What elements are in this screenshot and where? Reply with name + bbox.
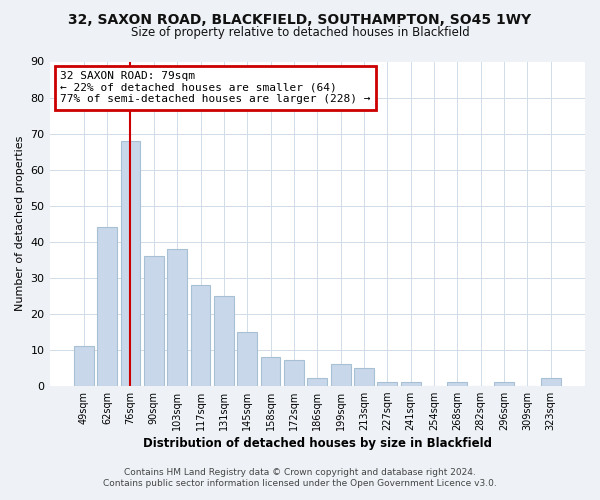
Bar — [260, 357, 280, 386]
Bar — [191, 285, 211, 386]
Bar — [74, 346, 94, 386]
Bar — [541, 378, 560, 386]
Text: 32, SAXON ROAD, BLACKFIELD, SOUTHAMPTON, SO45 1WY: 32, SAXON ROAD, BLACKFIELD, SOUTHAMPTON,… — [68, 12, 532, 26]
Text: Size of property relative to detached houses in Blackfield: Size of property relative to detached ho… — [131, 26, 469, 39]
Bar — [331, 364, 350, 386]
Bar — [377, 382, 397, 386]
Bar — [448, 382, 467, 386]
Bar — [494, 382, 514, 386]
Text: Contains HM Land Registry data © Crown copyright and database right 2024.
Contai: Contains HM Land Registry data © Crown c… — [103, 468, 497, 487]
Y-axis label: Number of detached properties: Number of detached properties — [15, 136, 25, 312]
Bar — [354, 368, 374, 386]
X-axis label: Distribution of detached houses by size in Blackfield: Distribution of detached houses by size … — [143, 437, 492, 450]
Bar — [401, 382, 421, 386]
Bar — [121, 140, 140, 386]
Bar — [284, 360, 304, 386]
Bar — [97, 227, 117, 386]
Bar — [144, 256, 164, 386]
Text: 32 SAXON ROAD: 79sqm
← 22% of detached houses are smaller (64)
77% of semi-detac: 32 SAXON ROAD: 79sqm ← 22% of detached h… — [60, 71, 371, 104]
Bar — [214, 296, 234, 386]
Bar — [307, 378, 327, 386]
Bar — [167, 249, 187, 386]
Bar — [238, 332, 257, 386]
